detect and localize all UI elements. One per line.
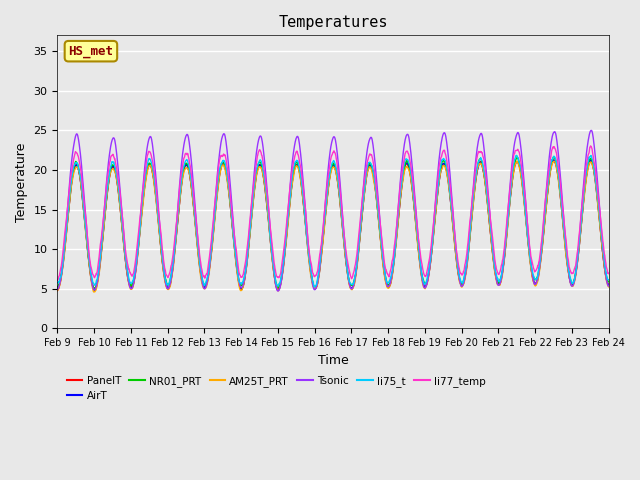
li77_temp: [163, 272, 170, 278]
Tsonic: [163, 284, 170, 290]
Line: PanelT: PanelT: [58, 160, 609, 290]
AirT: [54, 286, 61, 291]
AirT: [163, 284, 171, 289]
PanelT: [605, 282, 612, 288]
li75_t: [54, 280, 61, 286]
AirT: [491, 268, 499, 274]
NR01_PRT: [177, 189, 184, 194]
NR01_PRT: [54, 284, 61, 289]
Line: NR01_PRT: NR01_PRT: [58, 157, 609, 288]
PanelT: [491, 265, 499, 271]
li77_temp: [54, 277, 61, 283]
Y-axis label: Temperature: Temperature: [15, 142, 28, 221]
NR01_PRT: [163, 281, 171, 287]
AM25T_PRT: [238, 287, 246, 293]
li77_temp: [540, 223, 547, 228]
AM25T_PRT: [419, 281, 427, 287]
AirT: [419, 279, 427, 285]
li75_t: [176, 191, 184, 196]
li77_temp: [491, 253, 499, 259]
AM25T_PRT: [513, 158, 521, 164]
li77_temp: [587, 143, 595, 149]
NR01_PRT: [90, 286, 98, 291]
AM25T_PRT: [491, 269, 499, 275]
Tsonic: [176, 178, 184, 183]
PanelT: [176, 195, 184, 201]
AirT: [91, 288, 99, 293]
Tsonic: [588, 128, 595, 133]
NR01_PRT: [550, 154, 557, 160]
li75_t: [238, 280, 246, 286]
AirT: [605, 282, 612, 288]
AM25T_PRT: [540, 229, 548, 235]
PanelT: [419, 277, 426, 283]
li77_temp: [419, 264, 426, 270]
li75_t: [419, 276, 427, 282]
PanelT: [238, 286, 246, 292]
AirT: [238, 286, 246, 292]
Line: AirT: AirT: [58, 160, 609, 290]
Tsonic: [274, 288, 282, 294]
AM25T_PRT: [605, 284, 612, 290]
Tsonic: [605, 283, 612, 289]
NR01_PRT: [540, 229, 547, 235]
NR01_PRT: [605, 279, 612, 285]
li75_t: [540, 222, 548, 228]
li75_t: [491, 265, 499, 271]
PanelT: [54, 288, 61, 293]
NR01_PRT: [238, 282, 246, 288]
li77_temp: [605, 271, 612, 276]
PanelT: [550, 157, 557, 163]
Tsonic: [491, 264, 499, 270]
Text: HS_met: HS_met: [68, 45, 113, 58]
AM25T_PRT: [90, 289, 98, 295]
PanelT: [163, 284, 170, 289]
Tsonic: [54, 286, 61, 292]
AM25T_PRT: [163, 285, 171, 291]
AM25T_PRT: [54, 288, 61, 293]
li77_temp: [176, 181, 184, 187]
AM25T_PRT: [177, 193, 184, 199]
li77_temp: [238, 274, 246, 280]
AirT: [540, 231, 547, 237]
li75_t: [513, 153, 520, 158]
NR01_PRT: [419, 276, 427, 281]
li75_t: [605, 277, 612, 283]
X-axis label: Time: Time: [317, 354, 348, 367]
li75_t: [163, 281, 170, 287]
AirT: [550, 157, 557, 163]
Line: AM25T_PRT: AM25T_PRT: [58, 161, 609, 292]
PanelT: [540, 236, 547, 241]
Title: Temperatures: Temperatures: [278, 15, 388, 30]
NR01_PRT: [491, 266, 499, 272]
Line: Tsonic: Tsonic: [58, 131, 609, 291]
Tsonic: [238, 285, 246, 290]
Tsonic: [540, 223, 547, 228]
Line: li77_temp: li77_temp: [58, 146, 609, 280]
Legend: PanelT, AirT, NR01_PRT, AM25T_PRT, Tsonic, li75_t, li77_temp: PanelT, AirT, NR01_PRT, AM25T_PRT, Tsoni…: [63, 372, 490, 405]
li75_t: [310, 284, 318, 290]
Tsonic: [419, 280, 427, 286]
AirT: [177, 191, 184, 197]
Line: li75_t: li75_t: [58, 156, 609, 287]
